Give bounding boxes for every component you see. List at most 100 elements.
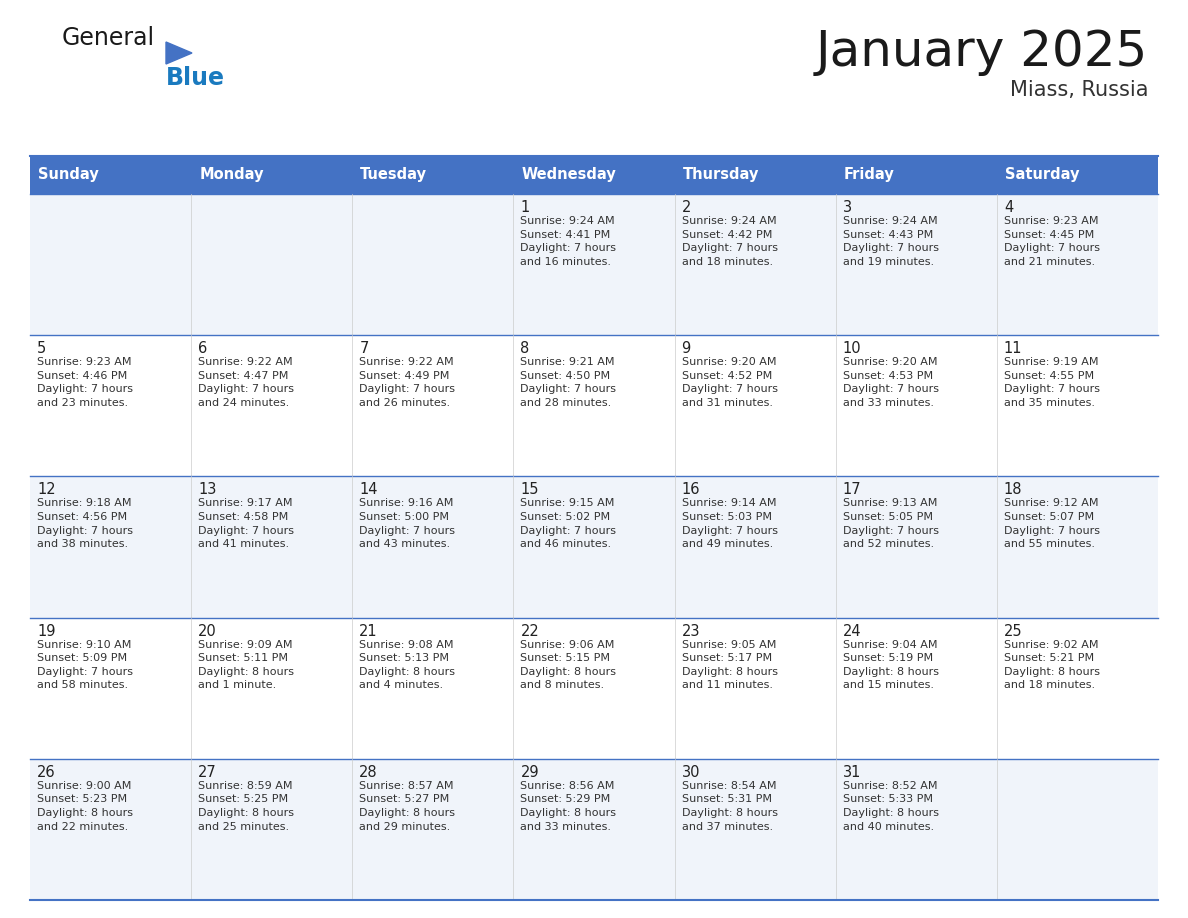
Text: 15: 15 <box>520 482 539 498</box>
Text: Sunrise: 9:21 AM
Sunset: 4:50 PM
Daylight: 7 hours
and 28 minutes.: Sunrise: 9:21 AM Sunset: 4:50 PM Dayligh… <box>520 357 617 408</box>
Text: 30: 30 <box>682 765 700 779</box>
Bar <box>513 476 675 618</box>
Text: Sunrise: 9:23 AM
Sunset: 4:46 PM
Daylight: 7 hours
and 23 minutes.: Sunrise: 9:23 AM Sunset: 4:46 PM Dayligh… <box>37 357 133 408</box>
Bar <box>191 618 353 759</box>
Text: Sunrise: 9:20 AM
Sunset: 4:52 PM
Daylight: 7 hours
and 31 minutes.: Sunrise: 9:20 AM Sunset: 4:52 PM Dayligh… <box>682 357 778 408</box>
Text: Sunrise: 8:59 AM
Sunset: 5:25 PM
Daylight: 8 hours
and 25 minutes.: Sunrise: 8:59 AM Sunset: 5:25 PM Dayligh… <box>198 781 295 832</box>
Text: Friday: Friday <box>843 167 895 183</box>
Bar <box>675 759 835 900</box>
Text: Sunrise: 9:06 AM
Sunset: 5:15 PM
Daylight: 8 hours
and 8 minutes.: Sunrise: 9:06 AM Sunset: 5:15 PM Dayligh… <box>520 640 617 690</box>
Text: Sunday: Sunday <box>38 167 99 183</box>
Bar <box>513 618 675 759</box>
Bar <box>191 335 353 476</box>
Bar <box>191 156 353 194</box>
Text: Sunrise: 9:05 AM
Sunset: 5:17 PM
Daylight: 8 hours
and 11 minutes.: Sunrise: 9:05 AM Sunset: 5:17 PM Dayligh… <box>682 640 778 690</box>
Text: 8: 8 <box>520 341 530 356</box>
Bar <box>997 759 1158 900</box>
Bar <box>30 618 191 759</box>
Bar <box>835 335 997 476</box>
Text: 1: 1 <box>520 200 530 215</box>
Polygon shape <box>166 42 192 64</box>
Bar <box>191 759 353 900</box>
Text: 14: 14 <box>359 482 378 498</box>
Text: January 2025: January 2025 <box>816 28 1148 76</box>
Bar <box>513 759 675 900</box>
Text: Sunrise: 9:14 AM
Sunset: 5:03 PM
Daylight: 7 hours
and 49 minutes.: Sunrise: 9:14 AM Sunset: 5:03 PM Dayligh… <box>682 498 778 549</box>
Text: 24: 24 <box>842 623 861 639</box>
Bar <box>675 156 835 194</box>
Bar <box>835 618 997 759</box>
Text: Sunrise: 9:00 AM
Sunset: 5:23 PM
Daylight: 8 hours
and 22 minutes.: Sunrise: 9:00 AM Sunset: 5:23 PM Dayligh… <box>37 781 133 832</box>
Text: Saturday: Saturday <box>1005 167 1080 183</box>
Bar <box>353 476 513 618</box>
Text: 23: 23 <box>682 623 700 639</box>
Text: Sunrise: 9:16 AM
Sunset: 5:00 PM
Daylight: 7 hours
and 43 minutes.: Sunrise: 9:16 AM Sunset: 5:00 PM Dayligh… <box>359 498 455 549</box>
Text: Sunrise: 9:22 AM
Sunset: 4:47 PM
Daylight: 7 hours
and 24 minutes.: Sunrise: 9:22 AM Sunset: 4:47 PM Dayligh… <box>198 357 295 408</box>
Bar <box>997 335 1158 476</box>
Text: 4: 4 <box>1004 200 1013 215</box>
Bar <box>513 156 675 194</box>
Text: Sunrise: 9:20 AM
Sunset: 4:53 PM
Daylight: 7 hours
and 33 minutes.: Sunrise: 9:20 AM Sunset: 4:53 PM Dayligh… <box>842 357 939 408</box>
Text: Sunrise: 9:22 AM
Sunset: 4:49 PM
Daylight: 7 hours
and 26 minutes.: Sunrise: 9:22 AM Sunset: 4:49 PM Dayligh… <box>359 357 455 408</box>
Bar <box>353 759 513 900</box>
Text: Sunrise: 9:12 AM
Sunset: 5:07 PM
Daylight: 7 hours
and 55 minutes.: Sunrise: 9:12 AM Sunset: 5:07 PM Dayligh… <box>1004 498 1100 549</box>
Text: 16: 16 <box>682 482 700 498</box>
Text: 26: 26 <box>37 765 56 779</box>
Text: Sunrise: 9:10 AM
Sunset: 5:09 PM
Daylight: 7 hours
and 58 minutes.: Sunrise: 9:10 AM Sunset: 5:09 PM Dayligh… <box>37 640 133 690</box>
Text: 9: 9 <box>682 341 690 356</box>
Bar <box>997 618 1158 759</box>
Text: Tuesday: Tuesday <box>360 167 428 183</box>
Text: Thursday: Thursday <box>683 167 759 183</box>
Bar <box>353 618 513 759</box>
Text: Sunrise: 8:52 AM
Sunset: 5:33 PM
Daylight: 8 hours
and 40 minutes.: Sunrise: 8:52 AM Sunset: 5:33 PM Dayligh… <box>842 781 939 832</box>
Bar <box>997 476 1158 618</box>
Bar <box>513 194 675 335</box>
Text: Sunrise: 9:17 AM
Sunset: 4:58 PM
Daylight: 7 hours
and 41 minutes.: Sunrise: 9:17 AM Sunset: 4:58 PM Dayligh… <box>198 498 295 549</box>
Bar <box>353 335 513 476</box>
Bar <box>835 156 997 194</box>
Bar <box>675 194 835 335</box>
Bar <box>997 194 1158 335</box>
Bar <box>835 759 997 900</box>
Text: 22: 22 <box>520 623 539 639</box>
Bar <box>191 476 353 618</box>
Text: Sunrise: 9:24 AM
Sunset: 4:42 PM
Daylight: 7 hours
and 18 minutes.: Sunrise: 9:24 AM Sunset: 4:42 PM Dayligh… <box>682 216 778 267</box>
Bar <box>353 194 513 335</box>
Text: 31: 31 <box>842 765 861 779</box>
Text: 27: 27 <box>198 765 217 779</box>
Text: 12: 12 <box>37 482 56 498</box>
Text: Blue: Blue <box>166 66 225 90</box>
Bar <box>513 335 675 476</box>
Text: 28: 28 <box>359 765 378 779</box>
Bar <box>30 476 191 618</box>
Text: 13: 13 <box>198 482 216 498</box>
Bar <box>353 156 513 194</box>
Text: 20: 20 <box>198 623 217 639</box>
Text: Miass, Russia: Miass, Russia <box>1010 80 1148 100</box>
Text: General: General <box>62 26 156 50</box>
Text: 19: 19 <box>37 623 56 639</box>
Text: 18: 18 <box>1004 482 1023 498</box>
Bar <box>835 476 997 618</box>
Bar <box>30 335 191 476</box>
Text: Sunrise: 8:56 AM
Sunset: 5:29 PM
Daylight: 8 hours
and 33 minutes.: Sunrise: 8:56 AM Sunset: 5:29 PM Dayligh… <box>520 781 617 832</box>
Bar <box>675 335 835 476</box>
Text: 5: 5 <box>37 341 46 356</box>
Text: 25: 25 <box>1004 623 1023 639</box>
Bar <box>30 156 191 194</box>
Text: Sunrise: 8:57 AM
Sunset: 5:27 PM
Daylight: 8 hours
and 29 minutes.: Sunrise: 8:57 AM Sunset: 5:27 PM Dayligh… <box>359 781 455 832</box>
Text: Monday: Monday <box>200 167 264 183</box>
Bar <box>997 156 1158 194</box>
Text: 6: 6 <box>198 341 208 356</box>
Text: 2: 2 <box>682 200 691 215</box>
Text: Sunrise: 9:02 AM
Sunset: 5:21 PM
Daylight: 8 hours
and 18 minutes.: Sunrise: 9:02 AM Sunset: 5:21 PM Dayligh… <box>1004 640 1100 690</box>
Text: Sunrise: 9:19 AM
Sunset: 4:55 PM
Daylight: 7 hours
and 35 minutes.: Sunrise: 9:19 AM Sunset: 4:55 PM Dayligh… <box>1004 357 1100 408</box>
Text: 17: 17 <box>842 482 861 498</box>
Text: Sunrise: 9:24 AM
Sunset: 4:41 PM
Daylight: 7 hours
and 16 minutes.: Sunrise: 9:24 AM Sunset: 4:41 PM Dayligh… <box>520 216 617 267</box>
Text: Sunrise: 9:04 AM
Sunset: 5:19 PM
Daylight: 8 hours
and 15 minutes.: Sunrise: 9:04 AM Sunset: 5:19 PM Dayligh… <box>842 640 939 690</box>
Text: 7: 7 <box>359 341 368 356</box>
Text: 10: 10 <box>842 341 861 356</box>
Text: Sunrise: 9:08 AM
Sunset: 5:13 PM
Daylight: 8 hours
and 4 minutes.: Sunrise: 9:08 AM Sunset: 5:13 PM Dayligh… <box>359 640 455 690</box>
Text: Sunrise: 9:18 AM
Sunset: 4:56 PM
Daylight: 7 hours
and 38 minutes.: Sunrise: 9:18 AM Sunset: 4:56 PM Dayligh… <box>37 498 133 549</box>
Text: 11: 11 <box>1004 341 1023 356</box>
